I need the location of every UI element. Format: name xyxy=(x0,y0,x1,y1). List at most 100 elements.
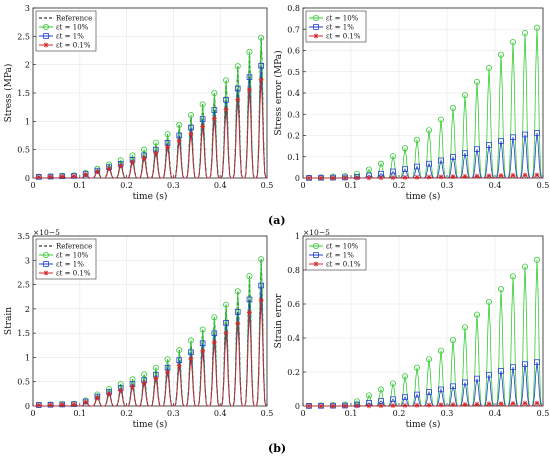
data-point xyxy=(246,273,253,280)
plot-area xyxy=(303,256,544,409)
data-point xyxy=(462,150,468,156)
data-point xyxy=(306,175,312,181)
x-tick-label: 0 xyxy=(30,409,35,418)
legend-entry: εt = 0.1% xyxy=(326,261,361,269)
data-point xyxy=(414,402,420,408)
data-point xyxy=(234,63,241,70)
data-point xyxy=(129,384,135,390)
x-tick-label: 0.4 xyxy=(214,409,227,418)
data-point xyxy=(401,145,408,152)
data-point xyxy=(43,270,49,276)
data-point xyxy=(450,383,456,390)
legend-entry: Reference xyxy=(56,243,92,251)
legend-entry: εt = 10% xyxy=(56,24,89,32)
data-point xyxy=(522,131,528,138)
data-point xyxy=(450,174,456,180)
data-point xyxy=(522,29,529,36)
data-point xyxy=(152,364,159,371)
data-point xyxy=(199,116,206,122)
y-tick-label: 1 xyxy=(25,117,30,126)
data-point xyxy=(141,380,147,386)
data-point xyxy=(342,403,348,409)
data-point xyxy=(449,104,456,111)
y-tick-label: 0.6 xyxy=(287,47,300,56)
x-tick-label: 0.1 xyxy=(73,409,86,418)
data-point xyxy=(330,403,336,409)
data-point xyxy=(534,24,541,31)
x-tick-label: 0.3 xyxy=(167,181,180,190)
data-point xyxy=(378,403,384,409)
legend-entry: εt = 10% xyxy=(56,252,89,260)
x-tick-label: 0 xyxy=(300,181,305,190)
data-point xyxy=(438,402,444,408)
x-tick-label: 0.1 xyxy=(345,181,358,190)
data-point xyxy=(211,314,218,321)
series-line xyxy=(33,79,268,179)
data-point xyxy=(390,396,396,403)
data-point xyxy=(164,131,171,138)
data-point xyxy=(414,163,420,170)
x-tick-label: 0.1 xyxy=(73,181,86,190)
data-point xyxy=(118,163,124,169)
data-point xyxy=(342,175,348,181)
data-point xyxy=(402,394,408,400)
data-point xyxy=(485,65,492,72)
data-point xyxy=(354,175,360,181)
data-point xyxy=(188,356,194,362)
series-line xyxy=(303,362,543,407)
data-point xyxy=(497,51,504,58)
data-point xyxy=(258,34,265,41)
data-point xyxy=(365,392,372,399)
data-point xyxy=(462,401,468,407)
data-point xyxy=(176,138,182,144)
legend-entry: εt = 1% xyxy=(326,252,354,260)
y-tick-label: 1.5 xyxy=(17,89,30,98)
y-tick-label: 2 xyxy=(25,61,30,70)
x-tick-label: 0.3 xyxy=(167,409,180,418)
data-point xyxy=(510,172,516,178)
series-line xyxy=(33,259,268,407)
data-point xyxy=(366,175,372,181)
data-point xyxy=(462,173,468,179)
x-axis-label: time (s) xyxy=(133,191,168,202)
data-point xyxy=(176,132,183,139)
caption-b: (b) xyxy=(268,442,287,455)
data-point xyxy=(211,339,217,345)
data-point xyxy=(234,309,241,315)
data-point xyxy=(522,172,528,178)
data-point xyxy=(390,403,396,409)
data-point xyxy=(426,389,432,395)
x-tick-label: 0.3 xyxy=(441,409,454,418)
data-point xyxy=(234,85,241,92)
series-line xyxy=(303,132,543,179)
y-tick-label: 0.5 xyxy=(17,146,30,155)
data-point xyxy=(176,357,183,363)
data-point xyxy=(258,297,264,303)
data-point xyxy=(211,330,218,337)
data-point xyxy=(199,326,206,333)
legend-entry: εt = 0.1% xyxy=(326,33,361,41)
x-tick-label: 0.4 xyxy=(489,409,502,418)
data-point xyxy=(522,361,528,367)
data-point xyxy=(246,309,252,315)
data-point xyxy=(59,402,65,408)
data-point xyxy=(474,173,480,179)
x-tick-label: 0.1 xyxy=(345,409,358,418)
y-tick-label: 0.5 xyxy=(287,68,300,77)
data-point xyxy=(485,298,492,305)
caption-a: (a) xyxy=(268,214,286,227)
data-point xyxy=(187,111,194,118)
y-tick-label: 0.3 xyxy=(287,110,300,119)
data-point xyxy=(534,400,540,406)
data-point xyxy=(486,173,492,179)
data-point xyxy=(187,337,194,344)
data-point xyxy=(176,363,182,369)
y-tick-label: 0.8 xyxy=(287,4,300,13)
data-point xyxy=(425,356,432,363)
data-point xyxy=(141,371,148,378)
y-tick-label: 0.1 xyxy=(287,153,300,162)
data-point xyxy=(246,74,253,80)
data-point xyxy=(36,174,42,180)
